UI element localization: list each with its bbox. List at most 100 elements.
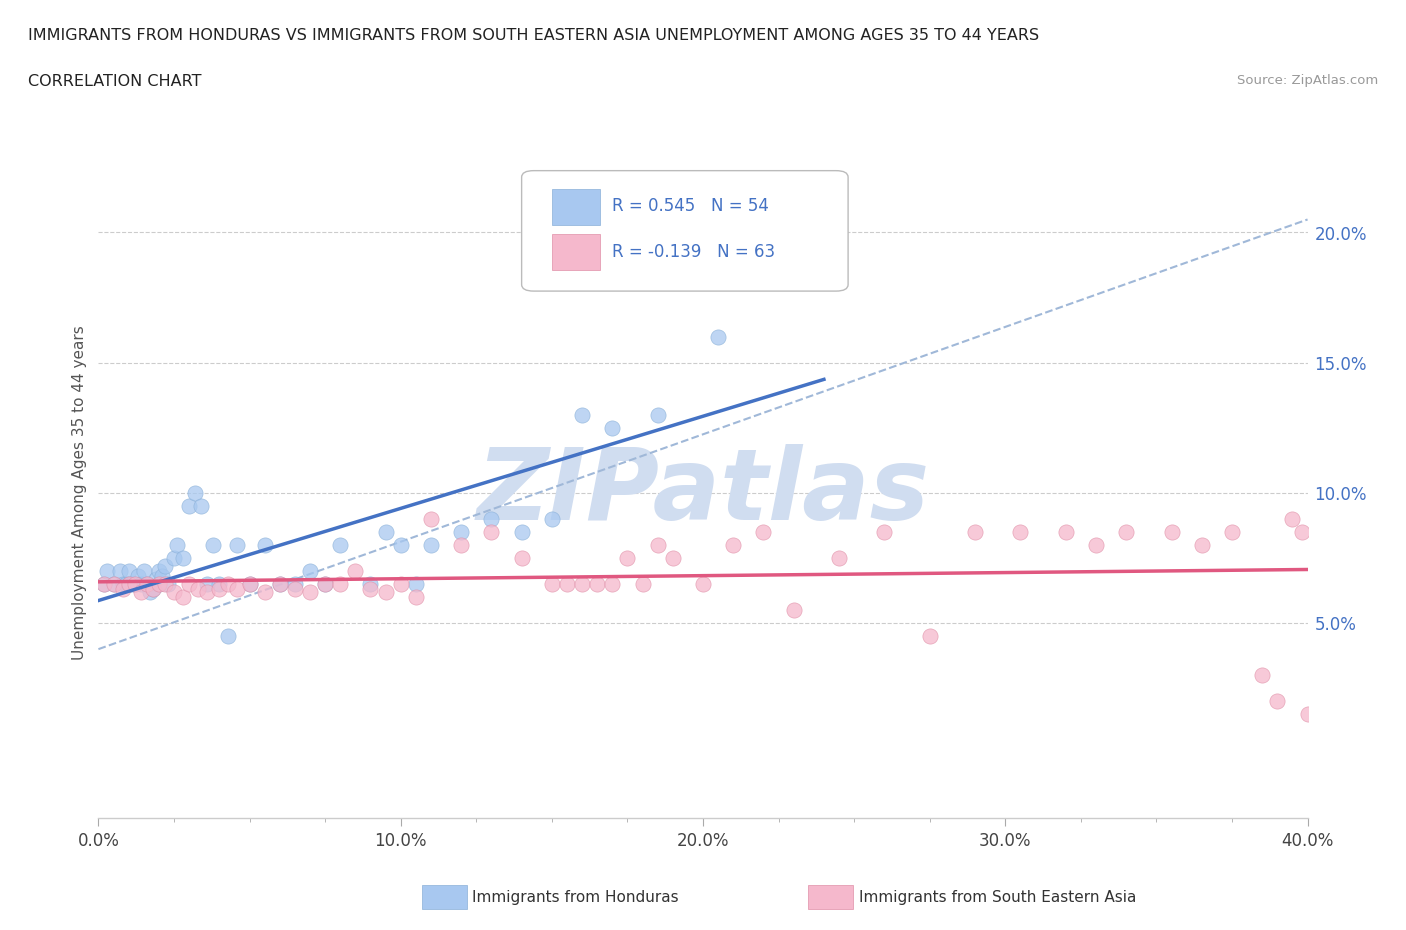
Point <box>360 577 382 591</box>
Point <box>208 582 231 597</box>
Point <box>602 577 624 591</box>
Y-axis label: Unemployment Among Ages 35 to 44 years: Unemployment Among Ages 35 to 44 years <box>72 326 87 660</box>
Point <box>450 538 472 552</box>
Point <box>540 577 562 591</box>
Point <box>148 577 170 591</box>
Point <box>111 582 134 597</box>
Point <box>226 538 249 552</box>
Point <box>1267 694 1289 709</box>
Point <box>1160 525 1182 539</box>
Point <box>374 584 396 599</box>
Bar <box>553 189 600 225</box>
Point <box>226 582 249 597</box>
Point <box>121 577 143 591</box>
Point <box>111 577 134 591</box>
Point <box>153 558 176 573</box>
Point <box>142 582 165 597</box>
Point <box>195 577 218 591</box>
Point <box>108 564 131 578</box>
Point <box>1251 668 1274 683</box>
Point <box>752 525 775 539</box>
Point <box>299 564 322 578</box>
Point <box>571 407 593 422</box>
Point <box>135 577 157 591</box>
Point <box>172 551 194 565</box>
Point <box>555 577 578 591</box>
Point <box>124 577 146 591</box>
Point <box>129 584 152 599</box>
Point <box>662 551 685 565</box>
Text: R = -0.139   N = 63: R = -0.139 N = 63 <box>613 243 776 261</box>
Point <box>118 577 141 591</box>
Point <box>269 577 291 591</box>
Point <box>405 590 427 604</box>
Point <box>145 571 167 586</box>
Point <box>602 420 624 435</box>
Point <box>783 603 806 618</box>
Point <box>420 512 443 526</box>
Point <box>389 538 412 552</box>
Point <box>190 498 212 513</box>
Point <box>344 564 367 578</box>
Text: ZIPatlas: ZIPatlas <box>477 445 929 541</box>
Point <box>103 577 125 591</box>
Text: IMMIGRANTS FROM HONDURAS VS IMMIGRANTS FROM SOUTH EASTERN ASIA UNEMPLOYMENT AMON: IMMIGRANTS FROM HONDURAS VS IMMIGRANTS F… <box>28 28 1039 43</box>
Point <box>918 629 941 644</box>
Point <box>314 577 336 591</box>
Point <box>114 577 136 591</box>
Point <box>253 584 276 599</box>
Point <box>1191 538 1213 552</box>
Point <box>129 577 152 591</box>
Point <box>813 238 835 253</box>
Point <box>142 582 165 597</box>
Point <box>389 577 412 591</box>
Point <box>148 564 170 578</box>
Point <box>631 577 654 591</box>
Point <box>103 577 125 591</box>
Point <box>510 525 533 539</box>
Point <box>647 538 669 552</box>
Point <box>163 551 186 565</box>
Point <box>329 538 352 552</box>
Point <box>139 584 162 599</box>
Point <box>586 577 609 591</box>
Point <box>647 407 669 422</box>
Point <box>253 538 276 552</box>
Point <box>184 485 207 500</box>
Text: Source: ZipAtlas.com: Source: ZipAtlas.com <box>1237 74 1378 87</box>
Point <box>360 582 382 597</box>
Point <box>284 577 307 591</box>
Point <box>405 577 427 591</box>
Point <box>329 577 352 591</box>
Point <box>135 577 157 591</box>
Point <box>1281 512 1303 526</box>
Point <box>965 525 987 539</box>
Point <box>1085 538 1108 552</box>
Point <box>374 525 396 539</box>
Point <box>179 498 201 513</box>
Point <box>692 577 714 591</box>
Point <box>481 512 503 526</box>
Point <box>1054 525 1077 539</box>
Point <box>1010 525 1032 539</box>
Point <box>132 564 155 578</box>
Point <box>1296 707 1319 722</box>
Point <box>707 329 730 344</box>
Point <box>269 577 291 591</box>
Point <box>187 582 209 597</box>
Point <box>828 551 851 565</box>
Point <box>150 569 173 584</box>
Point <box>239 577 262 591</box>
Point <box>510 551 533 565</box>
Point <box>571 577 593 591</box>
Point <box>1220 525 1243 539</box>
Point <box>314 577 336 591</box>
Point <box>481 525 503 539</box>
Point <box>179 577 201 591</box>
Text: CORRELATION CHART: CORRELATION CHART <box>28 74 201 89</box>
Point <box>217 629 239 644</box>
Point <box>163 584 186 599</box>
Bar <box>553 234 600 271</box>
Point <box>723 538 745 552</box>
Point <box>208 577 231 591</box>
